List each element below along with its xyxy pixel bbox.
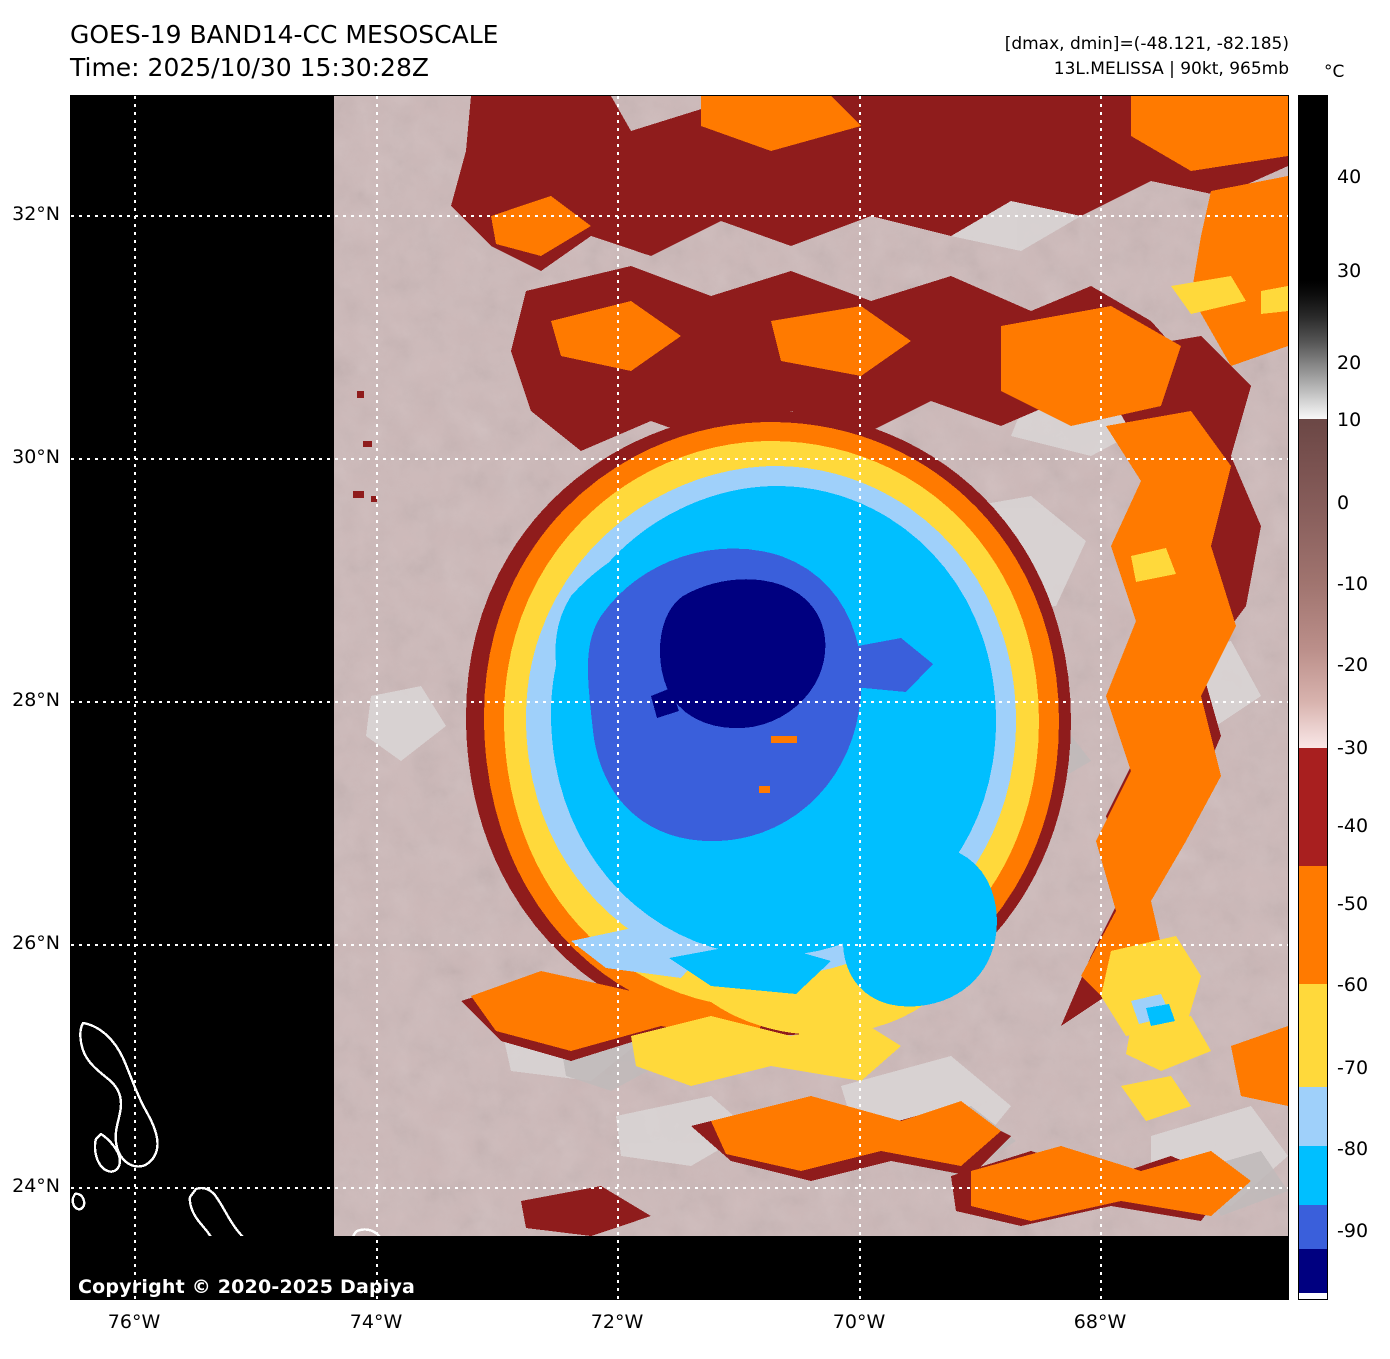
dmax-dmin-readout: [dmax, dmin]=(-48.121, -82.185) [1004, 34, 1289, 54]
colorbar-tick-30: 30 [1337, 260, 1362, 282]
colorbar-tick-m30: -30 [1337, 737, 1369, 759]
colorbar-tick-m10: -10 [1337, 573, 1369, 595]
colorbar-segment-blue [1299, 1205, 1327, 1249]
ytick-label-28N: 28°N [12, 689, 60, 711]
xtick-label-76W: 76°W [107, 1311, 161, 1333]
colorbar-tick-m60: -60 [1337, 974, 1369, 996]
colorbar-tick-0: 0 [1337, 492, 1350, 514]
colorbar-tick-10: 10 [1337, 409, 1362, 431]
colorbar-tick-m80: -80 [1337, 1138, 1369, 1160]
colorbar-segment-navy [1299, 1249, 1327, 1293]
xtick-label-74W: 74°W [349, 1311, 403, 1333]
colorbar-tick-m20: -20 [1337, 654, 1369, 676]
xtick-label-72W: 72°W [590, 1311, 644, 1333]
xtick-label-70W: 70°W [832, 1311, 886, 1333]
xtick-label-68W: 68°W [1073, 1311, 1127, 1333]
colorbar-tick-m40: -40 [1337, 815, 1369, 837]
ytick-label-24N: 24°N [12, 1175, 60, 1197]
colorbar-segment-orange [1299, 866, 1327, 984]
ytick-label-32N: 32°N [12, 203, 60, 225]
colorbar-tick-40: 40 [1337, 166, 1362, 188]
colorbar-segment-light-blue [1299, 1087, 1327, 1146]
title-line-1: GOES-19 BAND14-CC MESOSCALE [70, 20, 499, 49]
colorbar-tick-m50: -50 [1337, 893, 1369, 915]
colorbar-tick-m70: -70 [1337, 1057, 1369, 1079]
copyright-text: Copyright © 2020-2025 Dapiya [78, 1276, 416, 1298]
header-metadata: [dmax, dmin]=(-48.121, -82.185) 13L.MELI… [1005, 32, 1289, 81]
colorbar-unit-label: °C [1324, 62, 1345, 82]
satellite-imagery [71, 96, 1288, 1299]
colorbar-segment-grayscale [1299, 281, 1327, 419]
satellite-map-plot [70, 95, 1289, 1300]
page-title: GOES-19 BAND14-CC MESOSCALE Time: 2025/1… [70, 18, 498, 84]
colorbar-segment-white [1299, 1293, 1327, 1299]
ytick-label-26N: 26°N [12, 932, 60, 954]
storm-info-readout: 13L.MELISSA | 90kt, 965mb [1053, 58, 1289, 79]
title-line-2: Time: 2025/10/30 15:30:28Z [70, 53, 429, 82]
colorbar-segment-black [1299, 96, 1327, 281]
colorbar-segment-dark-red [1299, 748, 1327, 866]
ytick-label-30N: 30°N [12, 446, 60, 468]
colorbar-segment-cyan [1299, 1146, 1327, 1205]
colorbar-tick-m90: -90 [1337, 1220, 1369, 1242]
colorbar-segment-yellow [1299, 984, 1327, 1087]
temperature-colorbar [1298, 95, 1328, 1300]
colorbar-tick-20: 20 [1337, 352, 1362, 374]
colorbar-segment-brown-pink [1299, 419, 1327, 748]
